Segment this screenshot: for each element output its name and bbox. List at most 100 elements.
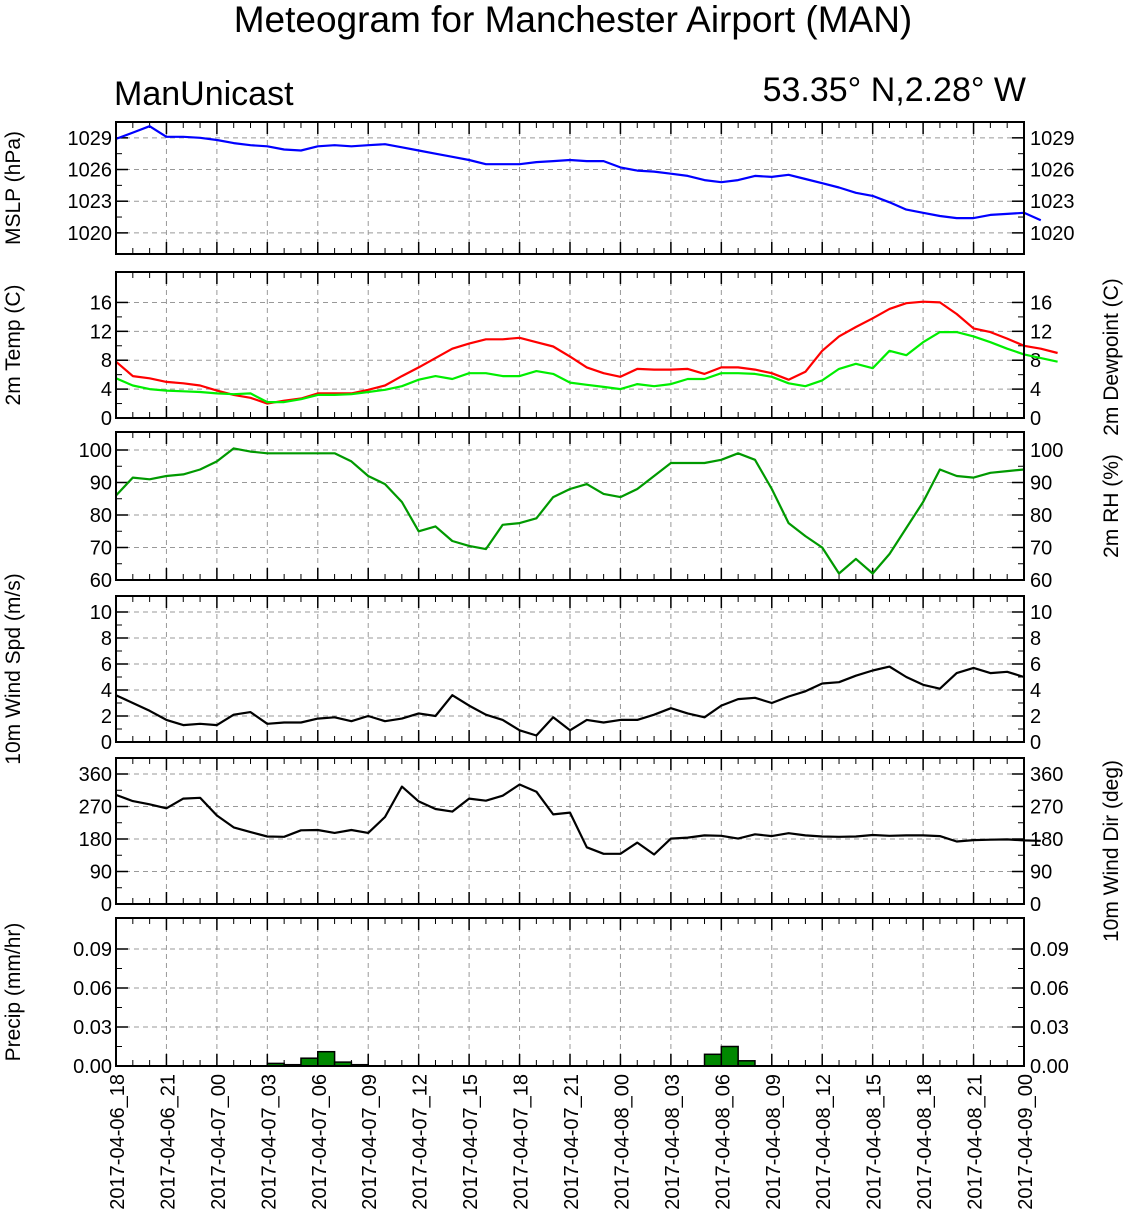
- x-tick-label: 2017-04-07_15: [460, 1074, 482, 1210]
- wind_speed-ytick-label-right: 10: [1030, 602, 1052, 624]
- x-tick-label: 2017-04-08_15: [864, 1074, 886, 1210]
- temperature-ytick-label-left: 8: [101, 350, 112, 372]
- rh-ytick-label-left: 70: [90, 538, 112, 560]
- precip-ytick-label-right: 0.03: [1030, 1017, 1069, 1039]
- wind_dir-ytick-label-left: 90: [90, 862, 112, 884]
- rh-ytick-label-left: 90: [90, 473, 112, 495]
- wind_speed-ytick-label-left: 10: [90, 602, 112, 624]
- rh-series-line-0: [115, 447, 1025, 575]
- precip-ytick-label-left: 0.06: [73, 978, 112, 1000]
- wind_speed-ytick-label-right: 8: [1030, 628, 1041, 650]
- temperature-ytick-label-right: 4: [1030, 379, 1041, 401]
- mslp-series-line-0: [115, 125, 1042, 222]
- precip-ytick-label-left: 0.09: [73, 939, 112, 961]
- wind_dir-ytick-label-left: 270: [79, 797, 112, 819]
- precip-bar: [720, 1045, 739, 1067]
- wind_dir-ytick-label-left: 180: [79, 829, 112, 851]
- mslp-ylabel: MSLP (hPa): [2, 131, 25, 245]
- precip-ylabel: Precip (mm/hr): [2, 923, 25, 1062]
- x-tick-label: 2017-04-07_00: [208, 1074, 230, 1210]
- wind_dir-ytick-label-right: 180: [1030, 829, 1063, 851]
- wind_speed-ytick-label-left: 4: [101, 680, 112, 702]
- x-tick-label: 2017-04-09_00: [1015, 1074, 1037, 1210]
- x-tick-label: 2017-04-08_00: [611, 1074, 633, 1210]
- wind_speed-panel-frame: [115, 595, 1025, 743]
- precip-bar: [300, 1057, 319, 1067]
- mslp-panel-frame: [115, 121, 1025, 255]
- x-tick-label: 2017-04-07_06: [309, 1074, 331, 1210]
- rh-ytick-label-right: 100: [1030, 440, 1063, 462]
- temperature-ytick-label-right: 0: [1030, 408, 1041, 430]
- rh-ylabel-right: 2m RH (%): [1100, 454, 1123, 558]
- rh-ytick-label-right: 60: [1030, 570, 1052, 592]
- rh-ytick-label-left: 60: [90, 570, 112, 592]
- location-label: 53.35° N,2.28° W: [762, 71, 1026, 109]
- precip-ytick-label-right: 0.06: [1030, 978, 1069, 1000]
- temperature-ytick-label-left: 0: [101, 408, 112, 430]
- temperature-ytick-label-right: 16: [1030, 292, 1052, 314]
- x-tick-label: 2017-04-06_18: [107, 1074, 129, 1210]
- precip-bar: [317, 1050, 336, 1067]
- model-label: ManUnicast: [114, 75, 294, 113]
- rh-ytick-label-left: 80: [90, 505, 112, 527]
- temperature-ytick-label-left: 12: [90, 321, 112, 343]
- rh-ytick-label-right: 90: [1030, 473, 1052, 495]
- temperature-panel-frame: [115, 271, 1025, 419]
- precip-ytick-label-right: 0.00: [1030, 1056, 1069, 1078]
- mslp-ytick-label-right: 1029: [1030, 128, 1075, 150]
- wind_dir-panel-frame: [115, 757, 1025, 905]
- wind_dir-series-line-0: [115, 783, 1041, 856]
- wind_speed-ytick-label-left: 0: [101, 732, 112, 754]
- precip-bar: [703, 1053, 723, 1067]
- rh-ytick-label-left: 100: [79, 440, 112, 462]
- wind_speed-series-line-0: [115, 665, 1025, 737]
- mslp-ytick-label-left: 1029: [68, 128, 113, 150]
- rh-panel-frame: [115, 431, 1025, 581]
- x-tick-label: 2017-04-07_12: [410, 1074, 432, 1210]
- mslp-ytick-label-left: 1020: [68, 223, 113, 245]
- temperature-series-line-0: [115, 300, 1058, 405]
- x-tick-label: 2017-04-08_21: [965, 1074, 987, 1210]
- temperature-ylabel: 2m Temp (C): [2, 285, 25, 406]
- temperature-ytick-label-left: 16: [90, 292, 112, 314]
- wind_speed-ytick-label-right: 0: [1030, 732, 1041, 754]
- wind_dir-ytick-label-right: 360: [1030, 764, 1063, 786]
- temperature-ytick-label-right: 12: [1030, 321, 1052, 343]
- mslp-ytick-label-right: 1026: [1030, 160, 1075, 182]
- mslp-ytick-label-right: 1020: [1030, 223, 1075, 245]
- temperature-ytick-label-right: 8: [1030, 350, 1041, 372]
- wind_dir-ytick-label-right: 270: [1030, 797, 1063, 819]
- wind_speed-ytick-label-left: 8: [101, 628, 112, 650]
- wind_speed-ylabel: 10m Wind Spd (m/s): [2, 573, 25, 764]
- precip-ytick-label-left: 0.03: [73, 1017, 112, 1039]
- wind_dir-ytick-label-right: 90: [1030, 862, 1052, 884]
- rh-ytick-label-right: 80: [1030, 505, 1052, 527]
- wind_speed-ytick-label-left: 6: [101, 654, 112, 676]
- temperature-ylabel-right: 2m Dewpoint (C): [1100, 278, 1123, 436]
- x-tick-label: 2017-04-08_03: [662, 1074, 684, 1210]
- x-tick-label: 2017-04-06_21: [157, 1074, 179, 1210]
- wind_dir-ytick-label-left: 360: [79, 764, 112, 786]
- x-tick-label: 2017-04-08_06: [712, 1074, 734, 1210]
- temperature-series-line-1: [115, 331, 1058, 404]
- rh-ytick-label-right: 70: [1030, 538, 1052, 560]
- wind_dir-ytick-label-left: 0: [101, 894, 112, 916]
- wind_speed-ytick-label-right: 4: [1030, 680, 1041, 702]
- x-tick-label: 2017-04-07_21: [561, 1074, 583, 1210]
- page-title: Meteogram for Manchester Airport (MAN): [233, 0, 913, 40]
- wind_speed-ytick-label-right: 2: [1030, 706, 1041, 728]
- precip-ytick-label-left: 0.00: [73, 1056, 112, 1078]
- x-tick-label: 2017-04-07_18: [511, 1074, 533, 1210]
- wind_speed-ytick-label-right: 6: [1030, 654, 1041, 676]
- mslp-ytick-label-right: 1023: [1030, 191, 1075, 213]
- wind_speed-ytick-label-left: 2: [101, 706, 112, 728]
- x-tick-label: 2017-04-07_09: [359, 1074, 381, 1210]
- x-tick-label: 2017-04-08_12: [813, 1074, 835, 1210]
- wind_dir-ytick-label-right: 0: [1030, 894, 1041, 916]
- x-tick-label: 2017-04-08_18: [914, 1074, 936, 1210]
- mslp-ytick-label-left: 1023: [68, 191, 113, 213]
- x-tick-label: 2017-04-08_09: [763, 1074, 785, 1210]
- wind_dir-ylabel-right: 10m Wind Dir (deg): [1100, 760, 1123, 942]
- mslp-ytick-label-left: 1026: [68, 160, 113, 182]
